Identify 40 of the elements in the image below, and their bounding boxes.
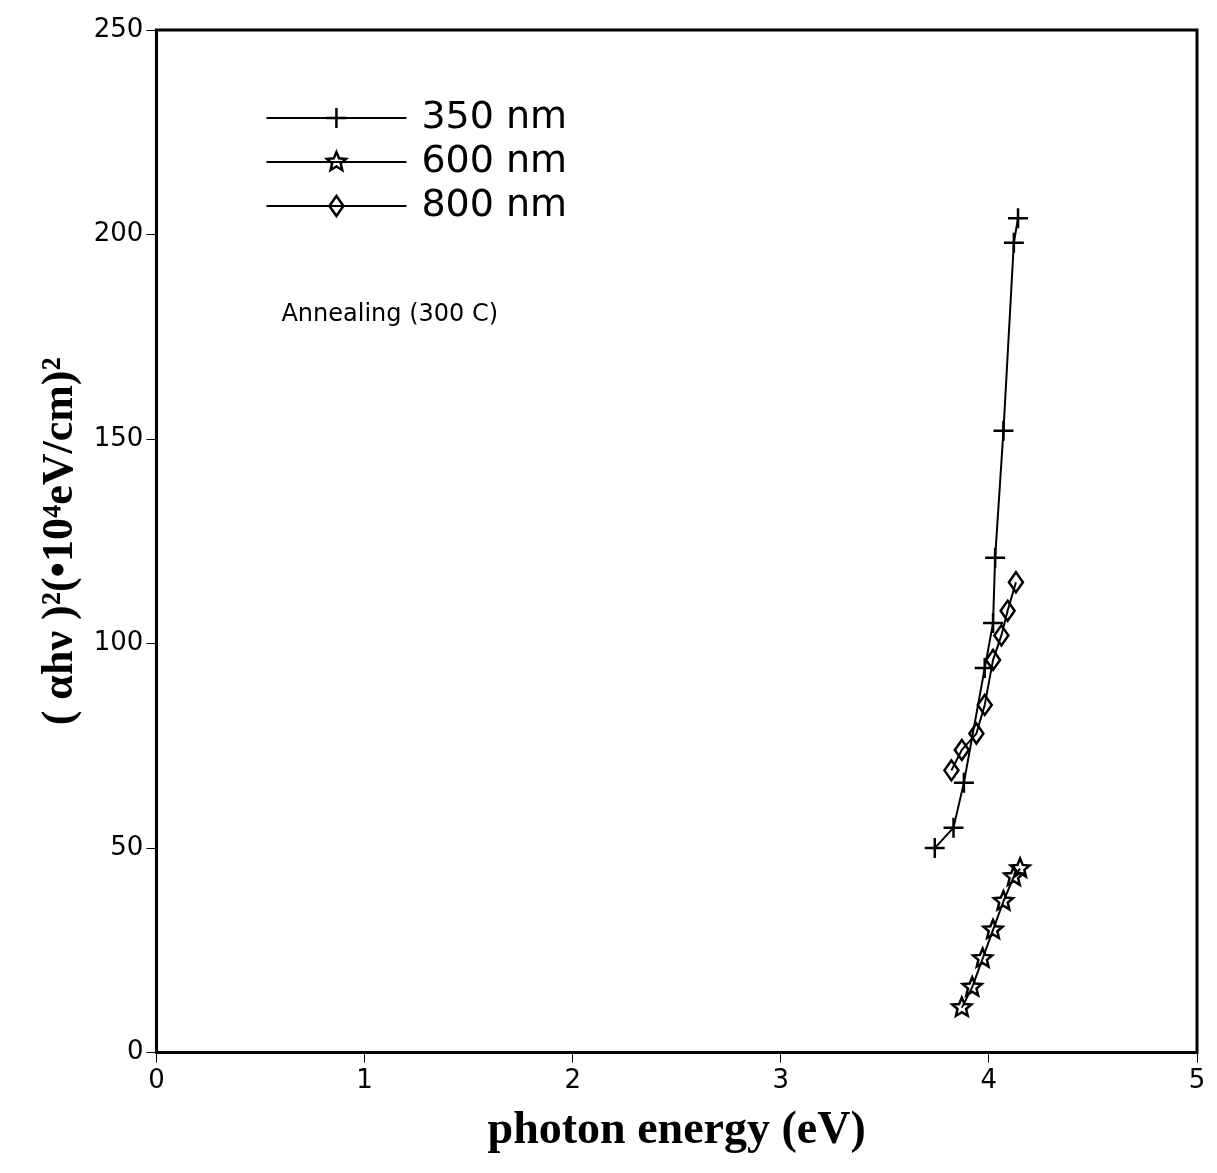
- legend-label: 600 nm: [421, 136, 568, 181]
- point: [951, 996, 973, 1017]
- y-tick-label: 0: [126, 1035, 144, 1066]
- point: [983, 546, 1007, 569]
- x-tick-label: 5: [1188, 1063, 1206, 1094]
- point: [992, 890, 1015, 911]
- point: [943, 759, 960, 782]
- point: [1002, 231, 1026, 254]
- point: [971, 947, 994, 968]
- point: [981, 611, 1005, 635]
- y-tick-label: 150: [93, 421, 144, 452]
- point: [952, 771, 976, 794]
- x-tick-label: 2: [564, 1063, 581, 1094]
- point: [923, 836, 947, 860]
- y-tick-label: 50: [110, 830, 144, 861]
- y-tick-label: 200: [93, 217, 144, 248]
- point: [953, 738, 971, 762]
- y-tick-label: 100: [93, 626, 144, 657]
- annotation: Annealing (300 C): [281, 299, 499, 328]
- point: [976, 693, 993, 717]
- legend-label: 800 nm: [421, 180, 568, 225]
- y-axis-title: ( αhν )²(•10⁴eV/cm)²: [32, 357, 82, 726]
- point: [992, 419, 1015, 443]
- point: [1006, 206, 1030, 230]
- legend-label: 350 nm: [421, 92, 568, 137]
- point: [999, 599, 1016, 623]
- x-tick-label: 4: [980, 1063, 998, 1094]
- point: [1007, 570, 1025, 594]
- point: [1009, 857, 1031, 878]
- point: [942, 816, 965, 839]
- point: [993, 624, 1010, 647]
- y-tick-label: 250: [93, 12, 144, 43]
- x-tick-label: 3: [772, 1063, 790, 1094]
- point: [961, 975, 983, 997]
- x-tick-label: 1: [356, 1063, 373, 1094]
- point: [1003, 865, 1025, 887]
- point: [984, 648, 1002, 672]
- x-axis-title: photon energy (eV): [487, 1102, 866, 1154]
- x-tick-label: 0: [148, 1063, 165, 1094]
- point: [968, 722, 985, 745]
